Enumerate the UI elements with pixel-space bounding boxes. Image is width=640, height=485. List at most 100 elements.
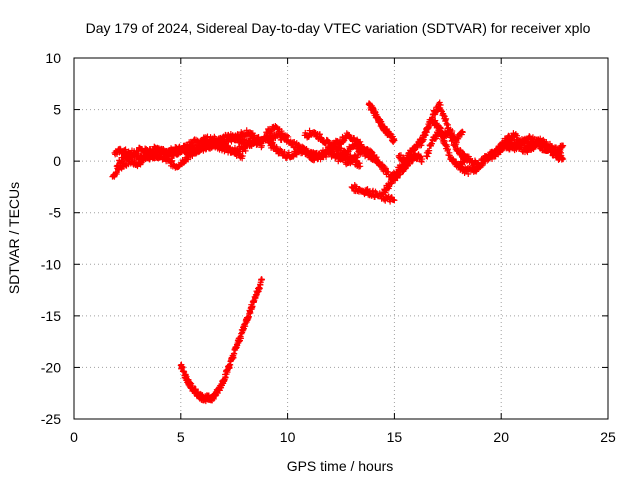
data-point xyxy=(258,276,265,283)
data-point xyxy=(425,124,432,131)
data-point xyxy=(112,170,119,177)
data-point xyxy=(368,148,375,155)
data-point xyxy=(494,149,501,156)
data-point xyxy=(356,160,363,167)
x-tick-label: 15 xyxy=(387,429,403,445)
y-tick-label: 10 xyxy=(45,50,61,66)
data-point xyxy=(457,163,464,170)
data-point xyxy=(514,132,521,139)
data-point xyxy=(345,149,352,156)
data-point xyxy=(306,127,313,134)
y-tick-label: -15 xyxy=(41,308,61,324)
data-point xyxy=(560,156,567,163)
data-point xyxy=(278,148,285,155)
x-tick-label: 5 xyxy=(177,429,185,445)
data-point xyxy=(449,136,456,143)
data-point xyxy=(195,147,202,154)
data-point xyxy=(281,149,288,156)
data-point xyxy=(205,143,212,150)
data-point xyxy=(539,137,546,144)
data-point xyxy=(242,147,249,154)
data-point xyxy=(222,142,229,149)
series-arc-j xyxy=(365,100,398,145)
data-point xyxy=(495,147,502,154)
data-point xyxy=(357,138,364,145)
x-tick-label: 0 xyxy=(70,429,78,445)
y-tick-label: -20 xyxy=(41,359,61,375)
data-point xyxy=(444,146,451,153)
series-arc-r xyxy=(177,276,265,405)
data-point xyxy=(357,151,364,158)
y-tick-label: -10 xyxy=(41,256,61,272)
data-point xyxy=(381,164,388,171)
data-point xyxy=(295,141,302,148)
data-point xyxy=(114,163,121,170)
x-tick-label: 25 xyxy=(600,429,616,445)
data-point xyxy=(465,171,472,178)
data-point xyxy=(543,141,550,148)
data-point xyxy=(311,129,318,136)
data-point xyxy=(150,147,157,154)
data-point xyxy=(426,147,433,154)
y-tick-label: -25 xyxy=(41,411,61,427)
data-point xyxy=(290,153,297,160)
y-tick-label: 5 xyxy=(53,102,61,118)
data-point xyxy=(501,140,508,147)
data-points xyxy=(109,99,567,405)
axis-ticks: 0 5 10 15 20 25 -25 -20 -15 -10 -5 0 5 10 xyxy=(41,50,616,445)
data-point xyxy=(212,135,219,142)
data-point xyxy=(382,165,389,172)
data-point xyxy=(283,132,290,139)
data-point xyxy=(560,142,567,149)
series-arc-f xyxy=(267,140,377,165)
data-point xyxy=(448,131,455,138)
data-point xyxy=(309,151,316,158)
data-point xyxy=(121,151,128,158)
data-point xyxy=(445,124,452,131)
y-axis-label: SDTVAR / TECUs xyxy=(6,182,22,294)
data-point xyxy=(113,171,120,178)
data-point xyxy=(479,161,486,168)
x-axis-label: GPS time / hours xyxy=(287,458,394,474)
data-point xyxy=(406,160,413,167)
data-point xyxy=(459,129,466,136)
data-point xyxy=(465,153,472,160)
data-point xyxy=(385,169,392,176)
data-point xyxy=(117,145,124,152)
data-point xyxy=(125,149,132,156)
data-point xyxy=(154,149,161,156)
data-point xyxy=(424,153,431,160)
data-point xyxy=(229,132,236,139)
data-point xyxy=(285,149,292,156)
chart-title: Day 179 of 2024, Sidereal Day-to-day VTE… xyxy=(86,20,591,36)
plot-frame xyxy=(73,57,609,420)
x-tick-label: 20 xyxy=(493,429,509,445)
series-arc-m xyxy=(417,99,468,160)
data-point xyxy=(310,157,317,164)
data-point xyxy=(419,156,426,163)
data-point xyxy=(453,141,460,148)
data-point xyxy=(180,147,187,154)
grid-lines xyxy=(74,58,608,419)
data-point xyxy=(394,175,401,182)
series-arc-q xyxy=(493,130,567,163)
series-arc-c xyxy=(113,130,265,171)
data-point xyxy=(478,162,485,169)
data-point xyxy=(174,151,181,158)
y-tick-label: 0 xyxy=(53,153,61,169)
data-point xyxy=(142,156,149,163)
data-point xyxy=(285,133,292,140)
data-point xyxy=(391,197,398,204)
data-point xyxy=(357,163,364,170)
data-point xyxy=(119,158,126,165)
data-point xyxy=(253,138,260,145)
data-point xyxy=(345,148,352,155)
data-point xyxy=(481,158,488,165)
data-point xyxy=(122,146,129,153)
data-point xyxy=(293,151,300,158)
data-point xyxy=(368,149,375,156)
data-point xyxy=(185,156,192,163)
data-point xyxy=(391,137,398,144)
data-point xyxy=(273,143,280,150)
